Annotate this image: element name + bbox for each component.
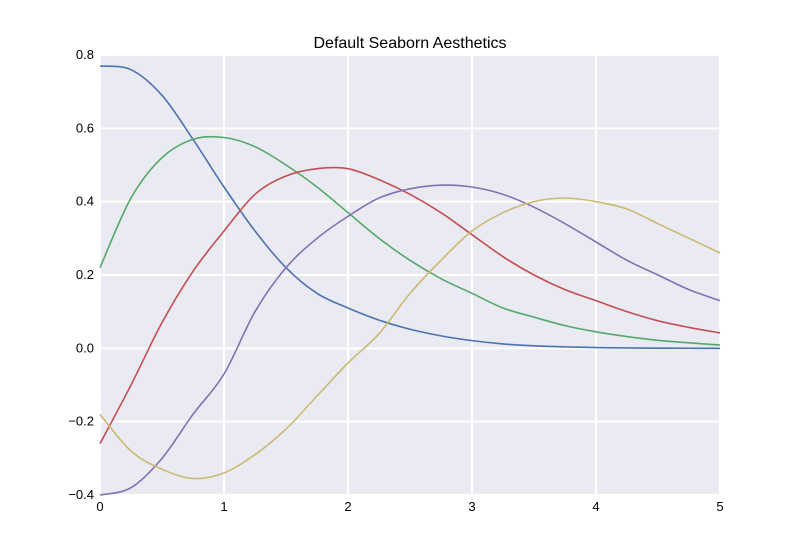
y-tick-label: −0.4: [68, 487, 94, 502]
y-tick-label: 0.6: [76, 120, 94, 135]
x-axis-tick-labels: 0 1 2 3 4 5: [96, 499, 723, 514]
y-axis-tick-labels: −0.4 −0.2 0.0 0.2 0.4 0.6 0.8: [68, 47, 94, 502]
series-line-3: [99, 166, 721, 445]
series-line-1: [99, 65, 721, 350]
y-tick-label: 0.4: [76, 194, 94, 209]
x-tick-label: 1: [220, 499, 227, 514]
series-line-4: [99, 184, 721, 496]
x-tick-label: 3: [468, 499, 475, 514]
y-tick-label: 0.8: [76, 47, 94, 62]
x-tick-label: 5: [716, 499, 723, 514]
series-lines: [99, 65, 721, 496]
series-line-5: [99, 197, 721, 480]
x-tick-label: 4: [592, 499, 599, 514]
x-tick-label: 2: [344, 499, 351, 514]
series-line-2: [99, 135, 721, 346]
y-tick-label: −0.2: [68, 414, 94, 429]
y-tick-label: 0.0: [76, 340, 94, 355]
chart-title: Default Seaborn Aesthetics: [313, 35, 506, 52]
grid-lines: [99, 54, 721, 496]
x-tick-label: 0: [96, 499, 103, 514]
y-tick-label: 0.2: [76, 267, 94, 282]
